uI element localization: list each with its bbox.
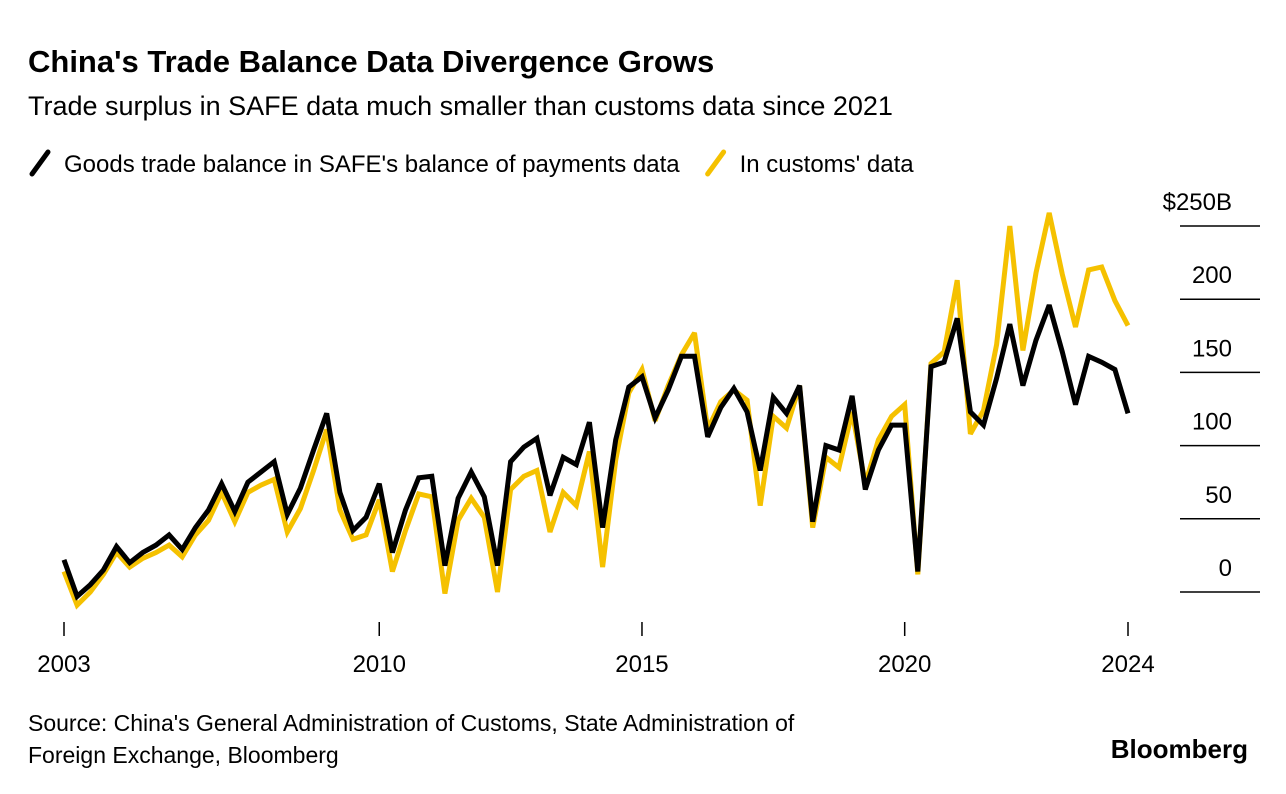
y-tick-label: 100 [1192, 409, 1232, 436]
x-tick-label: 2015 [615, 651, 668, 678]
series-line [61, 212, 1131, 610]
chart-title: China's Trade Balance Data Divergence Gr… [28, 44, 714, 79]
y-tick-label: 150 [1192, 335, 1232, 362]
legend-swatch [29, 149, 51, 177]
logo: Bloomberg [1111, 734, 1248, 764]
source: Source: China's General Administration o… [28, 710, 795, 736]
x-tick-label: 2024 [1101, 651, 1154, 678]
y-tick-label: 50 [1205, 482, 1232, 509]
y-tick-label: 0 [1219, 555, 1232, 582]
y-tick-label: 200 [1192, 262, 1232, 289]
legend-label: In customs' data [740, 151, 915, 178]
legend-label: Goods trade balance in SAFE's balance of… [64, 151, 680, 178]
series-line [61, 304, 1131, 601]
x-tick-label: 2020 [878, 651, 931, 678]
x-tick-label: 2010 [353, 651, 406, 678]
legend-swatch [705, 149, 727, 177]
x-tick-label: 2003 [37, 651, 90, 678]
chart-subtitle: Trade surplus in SAFE data much smaller … [28, 91, 893, 121]
y-tick-label: $250B [1163, 189, 1232, 216]
source: Foreign Exchange, Bloomberg [28, 742, 339, 768]
